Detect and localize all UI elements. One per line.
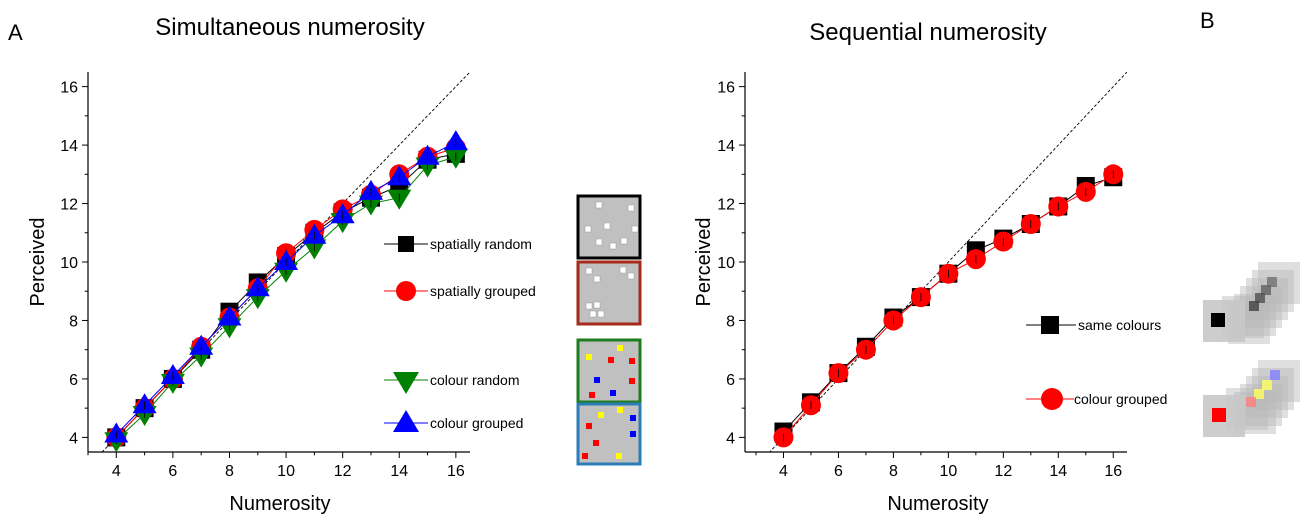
chart-b-y-tick-label: 12 (717, 197, 735, 214)
chart-a-x-tick-label: 4 (112, 463, 121, 480)
chart-a-series (104, 130, 468, 453)
legend-item-same-colours: same colours (1026, 316, 1161, 334)
chart-b-y-tick-label: 6 (726, 372, 735, 389)
stimulus-spatially-grouped (576, 260, 642, 326)
chart-b-y-tick-label: 14 (717, 138, 735, 155)
panel-letter-a: A (8, 20, 23, 45)
chart-b-ylabel: Perceived (693, 218, 715, 307)
chart-a-series-colour-grouped (104, 130, 468, 443)
chart-a-y-tick-label: 14 (60, 138, 78, 155)
legend-marker-spatially-grouped (396, 281, 416, 301)
chart-a-y-tick-label: 16 (60, 80, 78, 97)
chart-b-title: Sequential numerosity (809, 19, 1046, 46)
stimulus-examples-b (1203, 262, 1300, 437)
legend-item-colour-random: colour random (384, 372, 520, 394)
chart-a-xlabel: Numerosity (229, 493, 330, 515)
chart-b-x-tick-label: 12 (994, 463, 1012, 480)
legend-item-colour-grouped-b: colour grouped (1026, 388, 1167, 410)
legend-marker-spatially-random (398, 236, 414, 252)
legend-label-same-colours: same colours (1078, 317, 1161, 333)
legend-marker-colour-random (393, 372, 419, 394)
legend-label-colour-random: colour random (430, 372, 520, 388)
chart-b-legend: same colours colour grouped (1026, 316, 1167, 410)
chart-b-x-tick-label: 4 (779, 463, 788, 480)
chart-a-x-tick-label: 12 (334, 463, 352, 480)
chart-b-axes: 4 6 8 10 12 14 16 4 6 8 10 12 14 16 (717, 72, 1127, 480)
chart-b-identity (769, 72, 1127, 452)
chart-b-x-tick-label: 16 (1104, 463, 1122, 480)
legend-item-spatially-random: spatially random (384, 236, 532, 252)
stimulus-sequence-colour-grouped (1203, 360, 1300, 437)
chart-b-series-same-colours (774, 168, 1123, 441)
stimulus-spatially-random (576, 194, 642, 260)
legend-item-colour-grouped: colour grouped (384, 410, 523, 432)
chart-b-series (773, 164, 1124, 448)
chart-a-legend: spatially random spatially grouped colou… (384, 236, 536, 432)
chart-b: 4 6 8 10 12 14 16 4 6 8 10 12 14 16 same colours colo… (717, 72, 1167, 480)
chart-b-xlabel: Numerosity (887, 493, 988, 515)
chart-a-x-tick-label: 6 (168, 463, 177, 480)
legend-marker-colour-grouped-b (1041, 388, 1063, 410)
chart-a-ylabel: Perceived (27, 218, 49, 307)
chart-a-x-tick-label: 8 (225, 463, 234, 480)
chart-a-y-tick-label: 8 (69, 313, 78, 330)
chart-a-y-tick-label: 10 (60, 255, 78, 272)
stimulus-examples-a (576, 194, 642, 466)
chart-b-x-tick-label: 8 (889, 463, 898, 480)
panel-letter-b: B (1200, 8, 1215, 33)
chart-a-series-colour-random (104, 148, 468, 453)
chart-b-x-tick-label: 10 (939, 463, 957, 480)
chart-a-y-tick-label: 6 (69, 372, 78, 389)
chart-b-y-tick-label: 8 (726, 313, 735, 330)
legend-label-colour-grouped: colour grouped (430, 415, 523, 431)
legend-label-spatially-random: spatially random (430, 236, 532, 252)
chart-a-x-tick-label: 14 (390, 463, 408, 480)
stimulus-colour-random (576, 338, 642, 404)
legend-item-spatially-grouped: spatially grouped (384, 281, 536, 301)
chart-b-y-tick-label: 4 (726, 430, 735, 447)
chart-b-series-colour-grouped (773, 164, 1124, 448)
legend-label-colour-grouped-b: colour grouped (1074, 391, 1167, 407)
chart-a-y-tick-label: 12 (60, 197, 78, 214)
chart-a-x-tick-label: 10 (277, 463, 295, 480)
chart-b-y-tick-label: 16 (717, 80, 735, 97)
chart-a-axes: 4 6 8 10 12 14 16 4 6 8 10 12 14 16 (60, 72, 470, 480)
stimulus-colour-grouped (576, 402, 642, 466)
chart-b-identity-line (769, 72, 1127, 452)
chart-b-y-tick-label: 10 (717, 255, 735, 272)
chart-b-x-tick-label: 6 (834, 463, 843, 480)
legend-label-spatially-grouped: spatially grouped (430, 283, 536, 299)
chart-a: 4 6 8 10 12 14 16 4 6 8 10 12 14 16 spatially random … (60, 72, 536, 480)
legend-marker-colour-grouped (393, 410, 419, 432)
chart-a-title: Simultaneous numerosity (155, 14, 424, 41)
legend-marker-same-colours (1041, 316, 1059, 334)
chart-a-y-tick-label: 4 (69, 430, 78, 447)
chart-a-x-tick-label: 16 (447, 463, 465, 480)
chart-b-x-tick-label: 14 (1049, 463, 1067, 480)
stimulus-sequence-same-colours (1203, 262, 1300, 344)
